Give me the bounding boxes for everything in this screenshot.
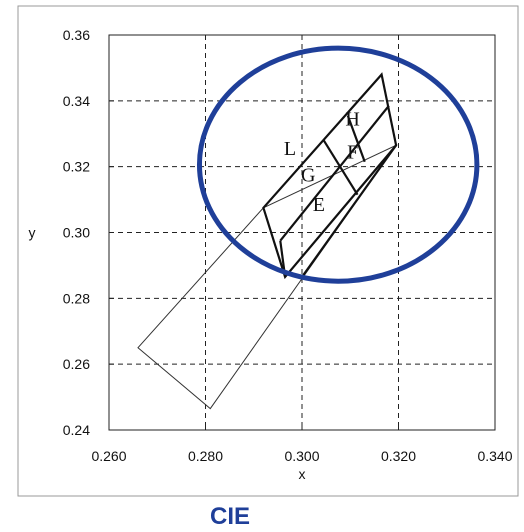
y-tick-label: 0.32 [63,159,90,175]
region-shapes [137,72,398,410]
y-tick-label: 0.36 [63,27,90,43]
axis-ticks: 0.260 0.280 0.300 0.320 0.340 0.24 0.26 0.28 0.3… [63,27,513,464]
region-labels: L H G F E [284,109,360,217]
x-axis-label: x [299,466,306,482]
region-divider-long [279,105,390,242]
x-tick-label: 0.340 [477,448,512,464]
y-tick-label: 0.28 [63,290,90,306]
y-tick-label: 0.26 [63,356,90,372]
region-label-h: H [345,109,359,131]
y-tick-label: 0.30 [63,225,90,241]
outer-quadrilateral [137,144,398,410]
region-divider-cross [322,139,359,196]
x-tick-label: 0.300 [284,448,319,464]
region-label-l: L [284,138,296,160]
region-divider-long [301,144,397,278]
y-axis-label: y [29,225,36,241]
region-label-g: G [301,164,315,186]
region-outline [262,72,398,280]
y-tick-label: 0.24 [63,422,90,438]
y-tick-label: 0.34 [63,93,90,109]
region-divider-cross [346,115,366,163]
x-tick-label: 0.280 [188,448,223,464]
region-label-e: E [313,194,325,216]
highlight-ellipse [196,45,480,284]
x-tick-label: 0.260 [91,448,126,464]
caption-cie: CIE [209,503,250,530]
x-tick-label: 0.320 [381,448,416,464]
region-label-f: F [347,141,358,163]
grid [109,35,495,430]
figure-frame [17,5,519,497]
